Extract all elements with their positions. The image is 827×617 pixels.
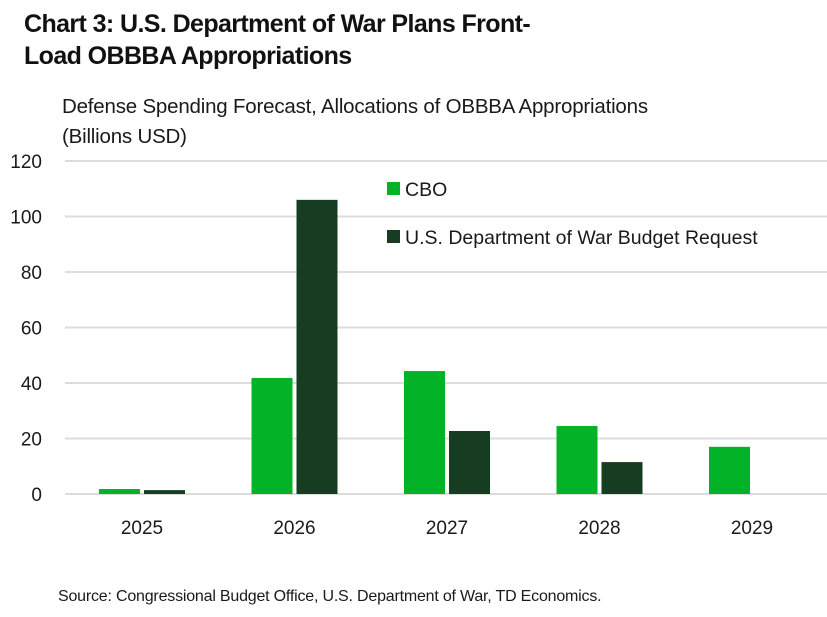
x-tick-label: 2027 (426, 518, 468, 539)
legend: CBO U.S. Department of War Budget Request (387, 179, 758, 249)
bar-dow-2026 (296, 199, 338, 494)
bar-cbo-2027 (404, 371, 445, 494)
legend-label-dow: U.S. Department of War Budget Request (405, 227, 758, 249)
bar-dow-2027 (449, 431, 490, 494)
y-tick-label: 120 (10, 152, 42, 173)
chart-subtitle-line-2: (Billions USD) (62, 125, 187, 148)
bar-dow-2028 (601, 462, 643, 494)
y-tick-label: 0 (31, 485, 42, 506)
y-tick-label: 60 (21, 319, 42, 340)
x-tick-label: 2025 (121, 518, 163, 539)
bar-dow-2025 (144, 490, 185, 494)
y-tick-label: 80 (21, 263, 42, 284)
chart-title-line-2: Load OBBBA Appropriations (24, 42, 352, 70)
legend-label-cbo: CBO (405, 179, 447, 201)
x-tick-label: 2028 (578, 518, 620, 539)
y-tick-label: 40 (21, 374, 42, 395)
x-tick-label: 2026 (273, 518, 315, 539)
bars (99, 199, 750, 494)
legend-swatch-dow (387, 230, 400, 243)
y-tick-label: 20 (21, 430, 42, 451)
bar-cbo-2029 (709, 446, 750, 494)
chart-subtitle: Defense Spending Forecast, Allocations o… (62, 92, 648, 152)
x-axis-ticks: 2025 2026 2027 2028 2029 (121, 518, 773, 539)
bar-cbo-2025 (99, 489, 140, 494)
chart-subtitle-line-1: Defense Spending Forecast, Allocations o… (62, 95, 648, 118)
gridlines (65, 160, 827, 495)
x-tick-label: 2029 (731, 518, 773, 539)
chart-title: Chart 3: U.S. Department of War Plans Fr… (24, 8, 814, 72)
source-note: Source: Congressional Budget Office, U.S… (58, 588, 602, 605)
y-axis-ticks: 0 20 40 60 80 100 120 (10, 152, 42, 506)
y-tick-label: 100 (10, 208, 42, 229)
bar-cbo-2028 (556, 426, 598, 494)
chart-title-line-1: Chart 3: U.S. Department of War Plans Fr… (24, 10, 531, 38)
bar-cbo-2026 (251, 378, 293, 494)
legend-swatch-cbo (387, 182, 400, 195)
